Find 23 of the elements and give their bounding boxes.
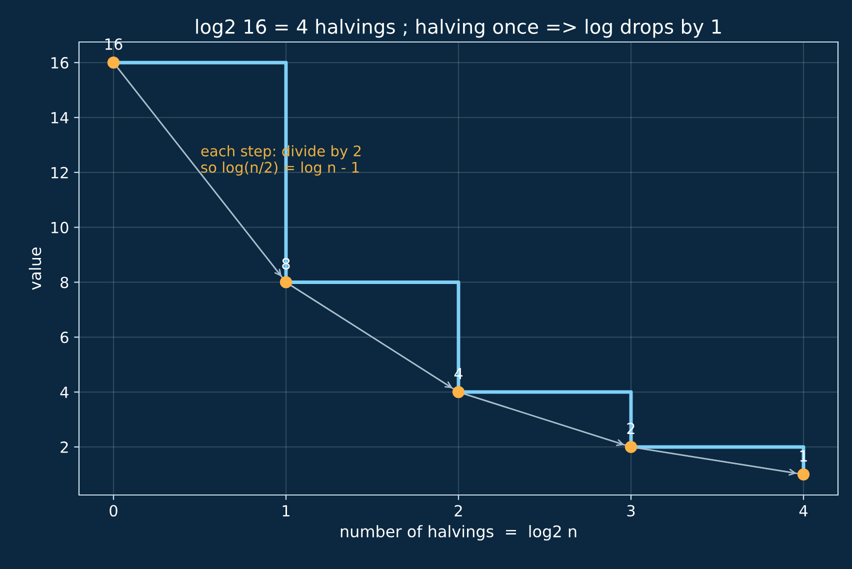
point [280, 276, 292, 288]
y-tick-label: 8 [60, 276, 68, 288]
y-tick-label: 10 [52, 222, 68, 234]
x-tick-label: 0 [110, 504, 118, 517]
y-tick-label: 2 [60, 441, 68, 453]
y-tick-label: 12 [52, 166, 68, 178]
x-tick-label: 1 [282, 505, 290, 516]
x-axis-title: number of halvings = log2 n [340, 525, 576, 541]
point [624, 440, 638, 454]
point [107, 56, 120, 69]
y-tick-label: 6 [60, 332, 68, 344]
y-axis-title: value [28, 248, 42, 290]
y-tick-label: 16 [52, 57, 68, 69]
chart-title: log2 16 = 4 halvings ; halving once => log drops by 1 [196, 18, 721, 38]
point [452, 386, 465, 398]
x-tick-label: 3 [627, 504, 635, 517]
data-label: 2 [627, 422, 634, 434]
data-label: 1 [800, 450, 807, 462]
point [797, 468, 810, 480]
x-tick-label: 2 [454, 504, 462, 516]
y-tick-label: 14 [52, 112, 68, 124]
y-tick-label: 4 [60, 386, 68, 398]
x-tick-label: 4 [799, 505, 808, 516]
